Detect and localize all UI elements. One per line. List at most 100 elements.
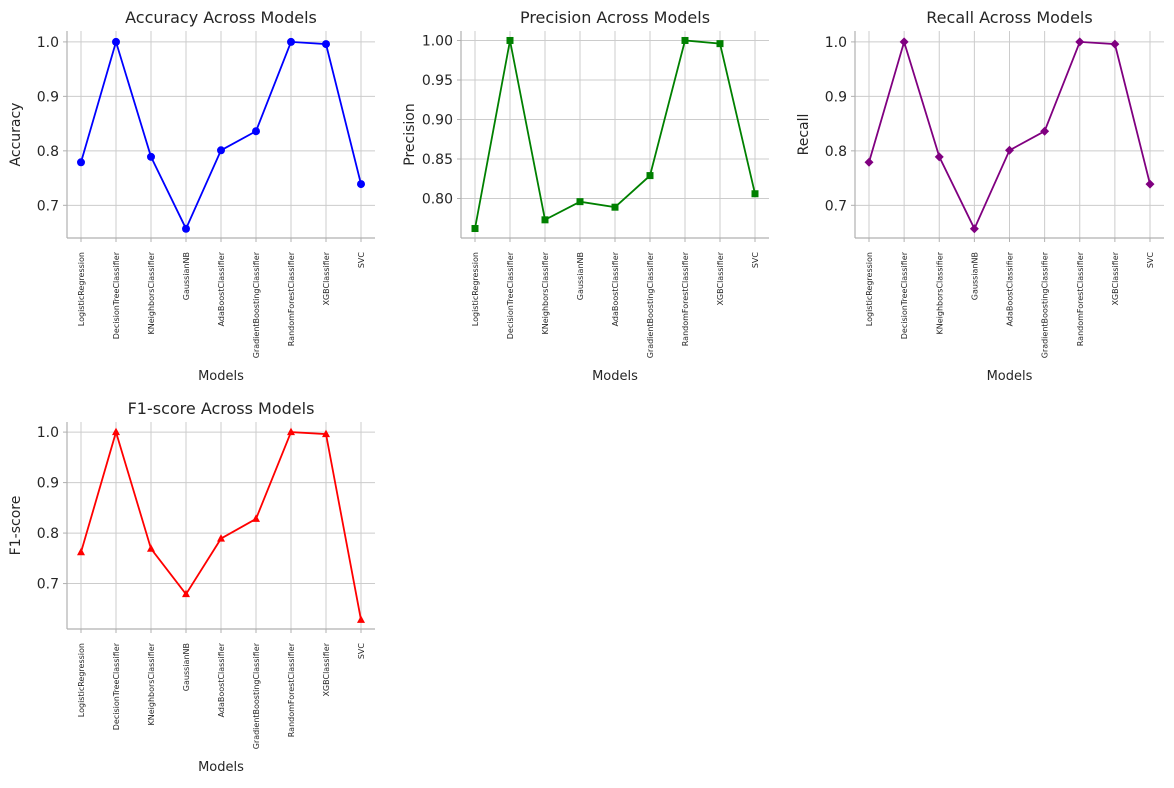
chart-panel-4: 0.7 0.8 0.9 1.0 LogisticRegression DecisionTr…: [8, 399, 375, 775]
y-tick-label: 1.0: [825, 35, 847, 51]
y-tick-label: 1.00: [422, 33, 453, 49]
data-point: [1110, 39, 1120, 49]
x-tick-label: GaussianNB: [182, 643, 191, 691]
y-tick-label: 0.8: [37, 526, 59, 542]
data-point: [646, 172, 654, 180]
x-tick-label: SVC: [357, 252, 366, 269]
x-tick-label: DecisionTreeClassifier: [112, 251, 121, 339]
x-tick-label: AdaBoostClassifier: [611, 251, 620, 326]
y-tick-label: 0.8: [37, 144, 59, 160]
y-tick-label: 0.8: [825, 144, 847, 160]
x-tick-label: GaussianNB: [182, 252, 191, 300]
y-tick-label: 0.7: [37, 577, 59, 593]
x-tick-label: LogisticRegression: [77, 252, 86, 326]
data-point: [182, 589, 190, 598]
y-axis-label: Recall: [796, 114, 812, 156]
y-axis-label: Precision: [402, 103, 418, 165]
data-point: [934, 152, 944, 162]
data-point: [864, 157, 874, 167]
y-tick-label: 0.7: [37, 198, 59, 214]
x-tick-label: GaussianNB: [576, 252, 585, 300]
chart-title: F1-score Across Models: [128, 399, 315, 418]
data-point: [147, 152, 155, 161]
y-axis-label: F1-score: [8, 496, 24, 556]
y-tick-label: 1.0: [37, 425, 59, 441]
y-tick-label: 0.90: [422, 112, 453, 128]
x-axis-label: Models: [987, 369, 1033, 384]
data-point: [357, 615, 365, 623]
x-axis-label: Models: [592, 369, 638, 384]
x-axis-label: Models: [198, 760, 244, 775]
x-tick-label: RandomForestClassifier: [681, 251, 690, 346]
data-point: [1145, 179, 1155, 189]
x-tick-label: RandomForestClassifier: [1076, 251, 1085, 346]
x-tick-label: AdaBoostClassifier: [217, 642, 226, 717]
data-point: [217, 146, 225, 155]
y-tick-label: 0.7: [825, 198, 847, 214]
x-tick-label: GradientBoostingClassifier: [252, 642, 261, 749]
x-tick-label: KNeighborsClassifier: [541, 251, 550, 334]
data-point: [252, 514, 260, 522]
x-tick-label: XGBClassifier: [322, 642, 331, 696]
chart-panel-2: 0.80 0.85 0.90 0.95 1.00 LogisticRegression De…: [402, 8, 769, 384]
x-tick-label: SVC: [751, 252, 760, 269]
data-point: [541, 216, 549, 224]
chart-panel-1: 0.7 0.8 0.9 1.0 LogisticRegression DecisionTr…: [8, 8, 375, 384]
x-tick-label: SVC: [357, 643, 366, 660]
data-point: [77, 547, 85, 556]
x-tick-label: SVC: [1146, 252, 1155, 269]
data-point: [1075, 37, 1085, 47]
x-tick-label: RandomForestClassifier: [287, 251, 296, 346]
x-tick-label: LogisticRegression: [471, 252, 480, 326]
x-tick-label: RandomForestClassifier: [287, 642, 296, 737]
x-tick-label: XGBClassifier: [322, 251, 331, 305]
data-point: [77, 158, 85, 167]
data-point: [112, 37, 120, 46]
chart-title: Recall Across Models: [926, 8, 1092, 27]
data-point: [147, 544, 155, 552]
x-tick-label: XGBClassifier: [716, 251, 725, 305]
data-point: [506, 36, 514, 44]
data-point: [751, 190, 759, 198]
chart-title: Accuracy Across Models: [125, 8, 317, 27]
y-tick-label: 1.0: [37, 35, 59, 51]
data-point: [217, 534, 225, 542]
data-point: [681, 36, 689, 44]
data-point: [969, 224, 979, 234]
x-axis-label: Models: [198, 369, 244, 384]
x-tick-label: KNeighborsClassifier: [147, 251, 156, 334]
y-axis-label: Accuracy: [8, 103, 24, 167]
y-tick-label: 0.95: [422, 73, 453, 89]
chart-title: Precision Across Models: [520, 8, 710, 27]
data-point: [182, 224, 190, 233]
data-point: [112, 427, 120, 436]
data-point: [899, 37, 909, 47]
x-tick-label: GradientBoostingClassifier: [646, 251, 655, 358]
x-tick-label: KNeighborsClassifier: [935, 251, 944, 334]
data-point: [716, 40, 724, 48]
data-point: [322, 40, 330, 49]
data-point: [252, 127, 260, 136]
x-tick-label: DecisionTreeClassifier: [506, 251, 515, 339]
x-tick-label: GaussianNB: [970, 252, 979, 300]
y-tick-label: 0.9: [825, 89, 847, 105]
data-point: [322, 429, 330, 438]
x-tick-label: LogisticRegression: [77, 643, 86, 717]
y-tick-label: 0.80: [422, 191, 453, 207]
x-tick-label: XGBClassifier: [1111, 251, 1120, 305]
data-point: [576, 198, 584, 206]
x-tick-label: DecisionTreeClassifier: [900, 251, 909, 339]
data-point: [287, 427, 295, 436]
x-tick-label: DecisionTreeClassifier: [112, 642, 121, 730]
data-point: [1040, 126, 1050, 136]
x-tick-label: KNeighborsClassifier: [147, 642, 156, 725]
x-tick-label: GradientBoostingClassifier: [252, 251, 261, 358]
y-tick-label: 0.9: [37, 89, 59, 105]
chart-panel-3: 0.7 0.8 0.9 1.0 LogisticRegression DecisionTr…: [796, 8, 1164, 384]
data-point: [611, 203, 619, 211]
data-point: [1005, 145, 1014, 155]
data-point: [357, 180, 365, 189]
x-tick-label: AdaBoostClassifier: [217, 251, 226, 326]
